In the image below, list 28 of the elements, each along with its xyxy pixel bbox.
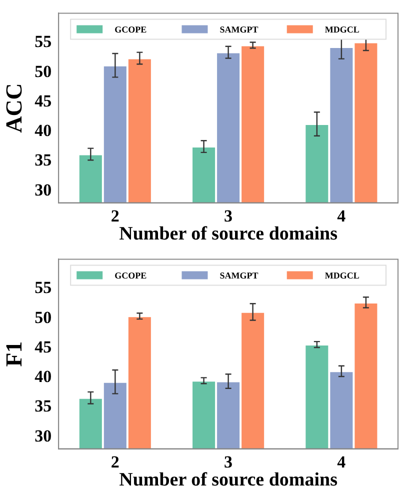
x-tick-label: 4 bbox=[337, 452, 346, 472]
x-axis-title: Number of source domains bbox=[119, 224, 338, 245]
legend-label: GCOPE bbox=[114, 24, 147, 35]
x-axis-title: Number of source domains bbox=[119, 470, 338, 491]
x-tick-label: 3 bbox=[224, 452, 233, 472]
y-tick-label: 30 bbox=[34, 426, 52, 446]
x-tick-label: 3 bbox=[224, 206, 233, 226]
legend-label: MDGCL bbox=[324, 270, 360, 281]
legend-label: MDGCL bbox=[324, 24, 360, 35]
y-axis-title: F1 bbox=[2, 341, 27, 367]
y-tick-label: 55 bbox=[34, 278, 52, 298]
legend-label: GCOPE bbox=[114, 270, 147, 281]
y-tick-label: 35 bbox=[34, 396, 52, 416]
x-tick-label: 2 bbox=[110, 452, 120, 472]
y-tick-label: 35 bbox=[34, 150, 52, 170]
y-tick-label: 40 bbox=[34, 367, 52, 386]
legend-label: SAMGPT bbox=[220, 270, 258, 281]
x-tick-label: 2 bbox=[110, 206, 120, 226]
y-tick-label: 50 bbox=[34, 308, 52, 327]
y-tick-label: 45 bbox=[34, 337, 52, 356]
y-tick-label: 40 bbox=[34, 121, 52, 140]
y-tick-label: 45 bbox=[34, 91, 52, 110]
y-tick-label: 50 bbox=[34, 62, 52, 81]
legend-label: SAMGPT bbox=[220, 24, 258, 35]
y-tick-label: 55 bbox=[34, 32, 52, 52]
y-axis-title: ACC bbox=[2, 83, 27, 133]
x-tick-label: 4 bbox=[337, 206, 346, 226]
y-tick-label: 30 bbox=[34, 180, 52, 200]
